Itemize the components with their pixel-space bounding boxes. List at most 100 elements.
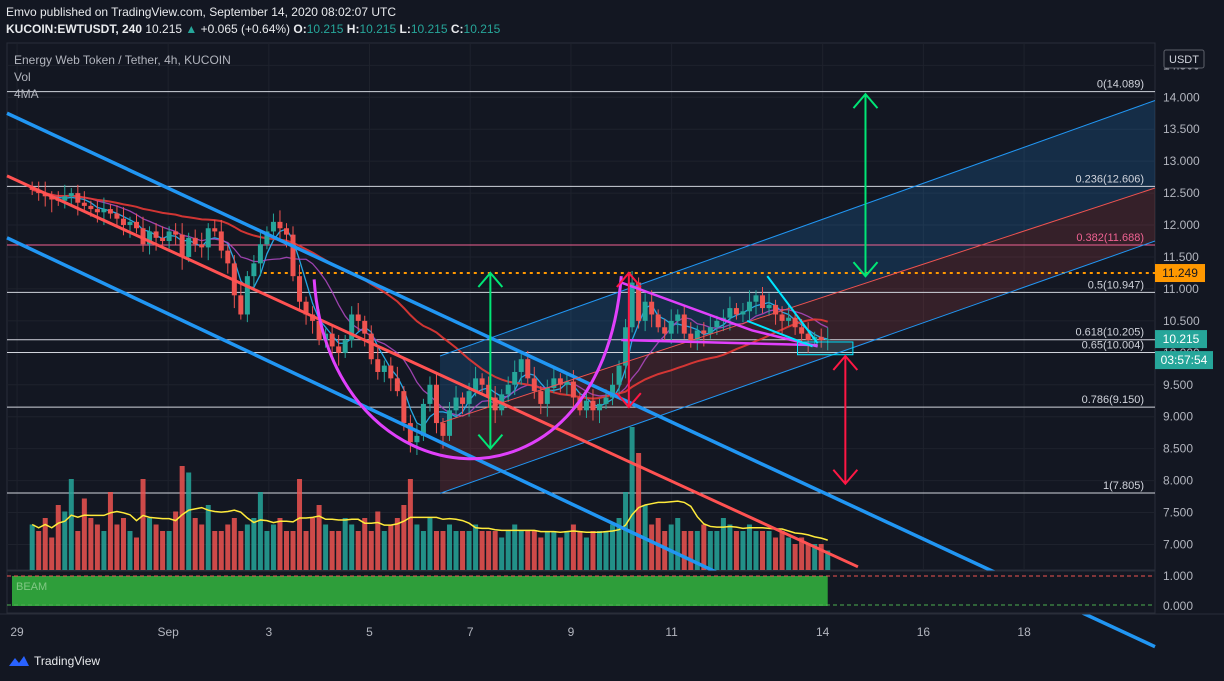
beam-label: BEAM <box>16 581 47 593</box>
candle-body <box>127 221 133 226</box>
volume-ma-line <box>31 500 828 541</box>
tradingview-logo[interactable]: TradingView <box>8 654 100 668</box>
channel-fill-upper <box>440 100 1155 424</box>
legend-vol: Vol <box>14 70 31 84</box>
candle-body <box>140 228 146 245</box>
candle-body <box>362 320 368 334</box>
price-tick-label: 14.000 <box>1163 90 1200 104</box>
volume-bar <box>805 544 811 570</box>
volume-bar <box>492 531 498 570</box>
candle-body <box>147 231 153 245</box>
candle-body <box>355 314 361 321</box>
close-label: C: <box>450 22 464 36</box>
candle-body <box>414 435 420 443</box>
volume-bar <box>277 518 283 570</box>
volume-bar <box>225 524 231 570</box>
currency-badge[interactable] <box>1163 49 1205 69</box>
volume-bar <box>244 524 250 570</box>
volume-bar <box>323 524 329 570</box>
volume-bar <box>603 531 609 570</box>
candle-body <box>440 423 446 436</box>
cup-pattern <box>312 276 623 461</box>
volume-bar <box>564 531 570 570</box>
indicator-tick-label: 1.000 <box>1163 569 1193 583</box>
volume-bar <box>283 531 289 570</box>
candle-body <box>727 308 733 318</box>
indicator-tick-label: 0.000 <box>1163 599 1193 613</box>
volume-bar <box>610 524 616 570</box>
volume-bar <box>518 531 524 570</box>
volume-bar <box>94 524 100 570</box>
volume-bar <box>499 537 505 570</box>
measure-arrow-handle-head <box>616 271 642 288</box>
volume-bar <box>649 524 655 570</box>
volume-bar <box>583 537 589 570</box>
volume-bar <box>179 466 185 570</box>
volume-bar <box>42 518 48 570</box>
volume-bar <box>818 544 824 570</box>
candle-body <box>244 276 250 315</box>
volume-bar <box>727 524 733 570</box>
candle-body <box>368 333 374 360</box>
candle-body <box>264 231 270 245</box>
volume-bar <box>701 524 707 570</box>
candle-body <box>636 282 642 321</box>
countdown-value: 03:57:54 <box>1161 353 1208 367</box>
volume-bar <box>433 531 439 570</box>
price-tick-label: 11.000 <box>1163 282 1199 296</box>
volume-bar <box>134 537 140 570</box>
candle-body <box>753 295 759 302</box>
candle-body <box>577 397 583 411</box>
ascending-channel-bottom <box>439 240 1156 494</box>
countdown-badge <box>1155 351 1213 370</box>
candle-body <box>218 231 224 251</box>
candle-body <box>518 359 524 372</box>
volume-bar <box>212 531 218 570</box>
wedge-line-upper <box>766 275 819 344</box>
close-value: 10.215 <box>463 22 501 36</box>
low-value: 10.215 <box>410 22 448 36</box>
legend-title: Energy Web Token / Tether, 4h, KUCOIN <box>14 53 231 67</box>
candle-body <box>473 378 479 392</box>
volume-bar <box>733 531 739 570</box>
volume-bar <box>479 531 485 570</box>
candle-body <box>88 205 94 210</box>
candle-body <box>707 327 713 334</box>
candle-body <box>629 282 635 328</box>
candle-body <box>655 314 661 328</box>
candle-body <box>662 327 668 334</box>
volume-bar <box>662 531 668 570</box>
volume-bar <box>760 531 766 570</box>
candle-body <box>623 327 629 366</box>
candle-body <box>825 339 831 341</box>
current-price-value: 10.215 <box>1163 332 1200 346</box>
volume-bar <box>153 524 159 570</box>
last-price: 10.215 <box>145 22 183 36</box>
price-tick-label: 8.500 <box>1163 442 1193 456</box>
candle-body <box>649 301 655 315</box>
volume-bar <box>740 531 746 570</box>
ascending-channel-top <box>439 100 1156 357</box>
volume-bar <box>825 550 831 570</box>
volume-bar <box>349 524 355 570</box>
price-tick-label: 9.000 <box>1163 410 1193 424</box>
time-tick-label: 29 <box>10 625 24 639</box>
change-arrow-icon: ▲ <box>185 22 198 36</box>
volume-bar <box>786 537 792 570</box>
candle-body <box>668 320 674 334</box>
volume-bar <box>101 531 107 570</box>
candle-body <box>270 221 276 232</box>
downside-arrow-head <box>832 469 859 486</box>
candle-body <box>173 231 179 235</box>
volume-bar <box>336 531 342 570</box>
candle-body <box>212 228 218 232</box>
volume-bar <box>505 531 511 570</box>
volume-bar <box>81 498 87 570</box>
measure-arrow-handle-head <box>616 392 642 409</box>
candle-body <box>466 391 472 404</box>
candle-body <box>290 234 296 277</box>
volume-bar <box>746 524 752 570</box>
price-tick-label: 9.500 <box>1163 378 1193 392</box>
currency-label: USDT <box>1169 54 1199 66</box>
